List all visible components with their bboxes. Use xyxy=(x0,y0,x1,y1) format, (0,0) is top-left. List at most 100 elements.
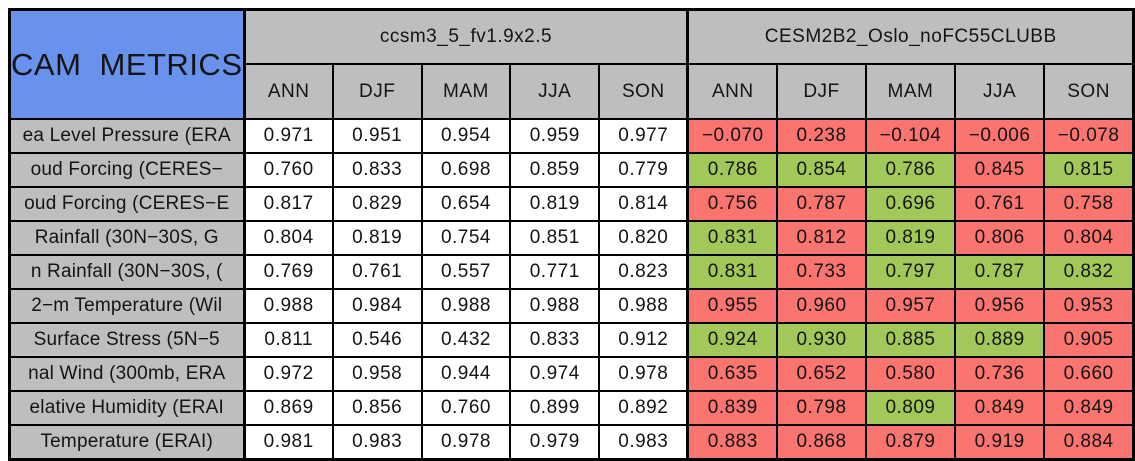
ccsm-value-cell: 0.979 xyxy=(509,424,601,460)
cesm-value-cell: 0.804 xyxy=(1043,220,1135,256)
cesm-value-cell: 0.786 xyxy=(864,152,957,188)
table-row: oud Forcing (CERES−E 0.817 0.829 0.654 0.819… xyxy=(8,186,1135,222)
cesm-value-cell: 0.868 xyxy=(776,424,867,460)
cesm-value-cell: 0.884 xyxy=(1043,424,1135,460)
ccsm-value-cell: 0.760 xyxy=(242,152,334,188)
row-label: 2−m Temperature (Wil xyxy=(31,295,223,316)
cesm-value-cell: 0.849 xyxy=(954,390,1046,426)
cesm-value-cell: 0.806 xyxy=(954,220,1046,256)
ccsm-value-cell: 0.958 xyxy=(331,356,423,392)
cesm-value-cell: 0.787 xyxy=(776,186,867,222)
table-row: nal Wind (300mb, ERA 0.972 0.958 0.944 0.974… xyxy=(8,356,1135,392)
cesm-value-cell: 0.832 xyxy=(1043,254,1135,290)
cesm-value-cell: 0.889 xyxy=(954,322,1046,358)
cesm-value-cell: 0.696 xyxy=(864,186,957,222)
cesm-value-cell: 0.660 xyxy=(1043,356,1135,392)
season-header-ccsm-djf: DJF xyxy=(331,63,423,120)
cesm-value-cell: 0.786 xyxy=(686,152,779,188)
cesm-value-cell: −0.078 xyxy=(1043,118,1135,154)
ccsm-value-cell: 0.804 xyxy=(242,220,334,256)
cesm-value-cell: 0.956 xyxy=(954,288,1046,324)
cesm-value-cell: 0.885 xyxy=(864,322,957,358)
ccsm-value-cell: 0.432 xyxy=(420,322,512,358)
model-header-ccsm: ccsm3_5_fv1.9x2.5 xyxy=(242,8,689,65)
table-row: Rainfall (30N−30S, G 0.804 0.819 0.754 0.851… xyxy=(8,220,1135,256)
row-label-cell: elative Humidity (ERAI xyxy=(8,390,245,426)
cesm-value-cell: 0.809 xyxy=(864,390,957,426)
row-label-cell: Rainfall (30N−30S, G xyxy=(8,220,245,256)
ccsm-value-cell: 0.833 xyxy=(509,322,601,358)
ccsm-value-cell: 0.978 xyxy=(420,424,512,460)
model-header-cesm: CESM2B2_Oslo_noFC55CLUBB xyxy=(686,8,1135,65)
ccsm-value-cell: 0.972 xyxy=(242,356,334,392)
ccsm-value-cell: 0.771 xyxy=(509,254,601,290)
cesm-value-cell: 0.955 xyxy=(686,288,779,324)
ccsm-value-cell: 0.959 xyxy=(509,118,601,154)
cesm-value-cell: 0.839 xyxy=(686,390,779,426)
metrics-tbody: ea Level Pressure (ERA 0.971 0.951 0.954 0.9… xyxy=(8,118,1135,460)
ccsm-value-cell: 0.988 xyxy=(509,288,601,324)
cesm-value-cell: 0.758 xyxy=(1043,186,1135,222)
ccsm-value-cell: 0.819 xyxy=(509,186,601,222)
season-header-ccsm-mam: MAM xyxy=(420,63,512,120)
ccsm-value-cell: 0.814 xyxy=(598,186,689,222)
cesm-value-cell: 0.798 xyxy=(776,390,867,426)
ccsm-value-cell: 0.988 xyxy=(420,288,512,324)
row-label: Temperature (ERAI) xyxy=(40,430,214,452)
row-label-cell: Temperature (ERAI) xyxy=(8,424,245,460)
ccsm-value-cell: 0.944 xyxy=(420,356,512,392)
ccsm-value-cell: 0.869 xyxy=(242,390,334,426)
cesm-value-cell: 0.960 xyxy=(776,288,867,324)
table-row: Temperature (ERAI) 0.981 0.983 0.978 0.979 0.… xyxy=(8,424,1135,460)
cesm-value-cell: 0.879 xyxy=(864,424,957,460)
ccsm-value-cell: 0.833 xyxy=(331,152,423,188)
ccsm-value-cell: 0.981 xyxy=(242,424,334,460)
ccsm-value-cell: 0.819 xyxy=(331,220,423,256)
season-header-cesm-djf: DJF xyxy=(776,63,867,120)
model-header-row: CAM METRICS ccsm3_5_fv1.9x2.5 CESM2B2_Os… xyxy=(8,8,1135,120)
row-label-cell: oud Forcing (CERES−E xyxy=(8,186,245,222)
ccsm-value-cell: 0.817 xyxy=(242,186,334,222)
table-title: CAM METRICS xyxy=(11,46,243,82)
ccsm-value-cell: 0.974 xyxy=(509,356,601,392)
season-header-cesm-jja: JJA xyxy=(954,63,1046,120)
row-label: Rainfall (30N−30S, G xyxy=(34,227,219,248)
row-label-cell: n Rainfall (30N−30S, ( xyxy=(8,254,245,290)
ccsm-value-cell: 0.899 xyxy=(509,390,601,426)
cesm-value-cell: 0.815 xyxy=(1043,152,1135,188)
table-row: 2−m Temperature (Wil 0.988 0.984 0.988 0.988… xyxy=(8,288,1135,324)
ccsm-value-cell: 0.698 xyxy=(420,152,512,188)
ccsm-value-cell: 0.546 xyxy=(331,322,423,358)
table-row: n Rainfall (30N−30S, (0.769 0.761 0.557 0.7… xyxy=(8,254,1135,290)
cesm-value-cell: −0.006 xyxy=(954,118,1046,154)
ccsm-value-cell: 0.988 xyxy=(598,288,689,324)
cesm-value-cell: 0.580 xyxy=(864,356,957,392)
table-row: oud Forcing (CERES− 0.760 0.833 0.698 0.859 0… xyxy=(8,152,1135,188)
table-title-cell: CAM METRICS xyxy=(8,8,245,120)
cesm-value-cell: 0.819 xyxy=(864,220,957,256)
table-row: ea Level Pressure (ERA 0.971 0.951 0.954 0.9… xyxy=(8,118,1135,154)
cesm-value-cell: 0.905 xyxy=(1043,322,1135,358)
cam-metrics-table: CAM METRICS ccsm3_5_fv1.9x2.5 CESM2B2_Os… xyxy=(8,8,1135,461)
row-label-cell: Surface Stress (5N−5 xyxy=(8,322,245,358)
ccsm-value-cell: 0.779 xyxy=(598,152,689,188)
season-header-cesm-mam: MAM xyxy=(864,63,957,120)
cesm-value-cell: 0.756 xyxy=(686,186,779,222)
row-label-cell: nal Wind (300mb, ERA xyxy=(8,356,245,392)
cesm-value-cell: 0.238 xyxy=(776,118,867,154)
row-label: oud Forcing (CERES−E xyxy=(24,193,230,214)
cesm-value-cell: 0.736 xyxy=(954,356,1046,392)
ccsm-value-cell: 0.557 xyxy=(420,254,512,290)
table-row: Surface Stress (5N−5 0.811 0.546 0.432 0.833… xyxy=(8,322,1135,358)
cesm-value-cell: 0.930 xyxy=(776,322,867,358)
ccsm-value-cell: 0.912 xyxy=(598,322,689,358)
cesm-value-cell: 0.831 xyxy=(686,254,779,290)
ccsm-value-cell: 0.760 xyxy=(420,390,512,426)
cesm-value-cell: −0.070 xyxy=(686,118,779,154)
table-row: elative Humidity (ERAI 0.869 0.856 0.760 0.8… xyxy=(8,390,1135,426)
season-header-cesm-son: SON xyxy=(1043,63,1135,120)
row-label: n Rainfall (30N−30S, ( xyxy=(30,261,223,282)
cesm-value-cell: 0.854 xyxy=(776,152,867,188)
ccsm-value-cell: 0.761 xyxy=(331,254,423,290)
row-label: oud Forcing (CERES− xyxy=(30,159,223,180)
